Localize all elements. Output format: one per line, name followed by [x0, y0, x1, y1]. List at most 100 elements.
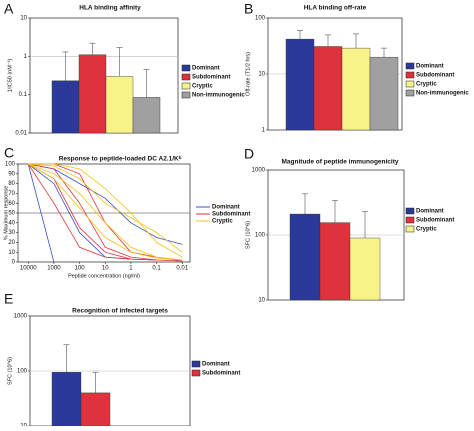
response-line — [28, 163, 183, 253]
y-tick-label: 30 — [8, 230, 15, 236]
y-tick-label: 90 — [8, 171, 15, 177]
bar — [78, 54, 107, 134]
bar — [51, 80, 80, 134]
y-tick-label: 10 — [258, 72, 265, 78]
error-bar — [325, 34, 331, 47]
y-axis-label: SFC (10^6) — [245, 221, 251, 249]
error-bar — [362, 211, 368, 238]
y-axis-label: 1/IC50 (nM⁻¹) — [7, 58, 13, 92]
x-tick-label: 1 — [129, 266, 133, 272]
y-tick-label: 100 — [255, 233, 266, 239]
legend-swatch — [181, 73, 191, 81]
y-tick-label: 0.1 — [19, 92, 28, 98]
y-tick-label: 80 — [8, 181, 15, 187]
legend-swatch — [181, 82, 191, 90]
panel-letter: E — [4, 291, 13, 307]
panel-title: HLA binding off-rate — [304, 5, 367, 12]
response-line — [28, 163, 183, 261]
panel-title: Response to peptide-loaded DC A2.1/Kᵇ — [59, 156, 182, 163]
legend-swatch — [405, 62, 415, 70]
legend-label: Subdominant — [192, 75, 230, 81]
legend-label: Cryptic — [416, 227, 437, 233]
legend-label: Non-immunogenic — [416, 91, 469, 97]
error-bar — [143, 69, 150, 98]
error-bar — [381, 47, 387, 58]
legend-label: Dominant — [202, 362, 230, 368]
response-line — [28, 163, 183, 261]
legend-label: Dominant — [192, 66, 220, 72]
y-tick-label: 10 — [8, 250, 15, 256]
bar — [319, 222, 351, 301]
bar — [349, 237, 381, 301]
y-tick-label: 70 — [8, 191, 15, 197]
legend-swatch — [181, 64, 191, 72]
y-tick-label: 20 — [8, 240, 15, 246]
bar — [80, 392, 111, 427]
legend-swatch — [405, 225, 415, 233]
error-bar — [297, 30, 303, 40]
x-tick-label: 10000 — [20, 266, 37, 272]
bar — [51, 372, 82, 427]
legend-swatch — [181, 91, 191, 99]
y-axis-label: % Maximum response — [3, 186, 9, 240]
response-line — [28, 163, 183, 258]
error-bar — [63, 344, 70, 373]
legend-label: Cryptic — [192, 84, 213, 90]
x-tick-label: 100 — [75, 266, 86, 272]
bar — [313, 46, 343, 131]
bar — [289, 213, 321, 301]
legend-label: Dominant — [212, 205, 240, 211]
panel-title: Magnitude of peptide immunogenicity — [282, 159, 399, 166]
legend-swatch — [191, 369, 201, 377]
error-bar — [62, 51, 69, 81]
y-axis-label: SFC (10^6) — [7, 357, 13, 385]
legend-label: Dominant — [416, 64, 444, 70]
error-bar — [92, 371, 99, 393]
panel-letter: A — [4, 1, 14, 17]
y-tick-label: 100 — [5, 162, 16, 168]
y-tick-label: 1 — [24, 54, 28, 60]
error-bar — [116, 47, 123, 77]
x-tick-label: 10 — [102, 266, 109, 272]
legend-swatch — [405, 89, 415, 97]
response-line — [27, 163, 157, 261]
y-tick-label: 60 — [8, 201, 15, 207]
response-line — [28, 163, 183, 262]
legend-swatch — [405, 207, 415, 215]
legend-label: Non-immunogenic — [192, 93, 245, 99]
y-tick-label: 10 — [258, 298, 265, 304]
panel-letter: B — [244, 1, 253, 17]
x-tick-label: 0.1 — [152, 266, 161, 272]
y-tick-label: 0 — [12, 260, 16, 266]
legend-label: Cryptic — [416, 82, 437, 88]
y-tick-label: 0.01 — [15, 131, 27, 137]
bar — [369, 56, 399, 131]
legend-swatch — [405, 71, 415, 79]
legend-label: Subdominant — [202, 371, 240, 377]
y-tick-label: 1 — [262, 128, 266, 134]
y-tick-label: 100 — [17, 369, 28, 375]
panel-letter: C — [4, 145, 14, 161]
y-tick-label: 50 — [8, 211, 15, 217]
y-tick-label: 40 — [8, 220, 15, 226]
y-tick-label: 1000 — [14, 314, 28, 320]
bar — [132, 97, 161, 134]
bar — [105, 76, 134, 134]
error-bar — [89, 42, 96, 55]
legend-swatch — [405, 80, 415, 88]
legend-label: Cryptic — [212, 219, 233, 225]
bar — [341, 47, 371, 131]
x-tick-label: 1000 — [47, 266, 61, 272]
error-bar — [302, 193, 308, 215]
error-bar — [353, 33, 359, 49]
legend-label: Subdominant — [212, 212, 250, 218]
panel-title: HLA binding affinity — [79, 5, 141, 12]
response-line — [27, 163, 55, 263]
legend-label: Subdominant — [416, 218, 454, 224]
x-axis-label: Peptide concentration (ng/ml) — [68, 273, 140, 279]
y-tick-label: 100 — [255, 16, 266, 22]
y-tick-label: 1000 — [252, 168, 266, 174]
panel-letter: D — [244, 146, 254, 162]
